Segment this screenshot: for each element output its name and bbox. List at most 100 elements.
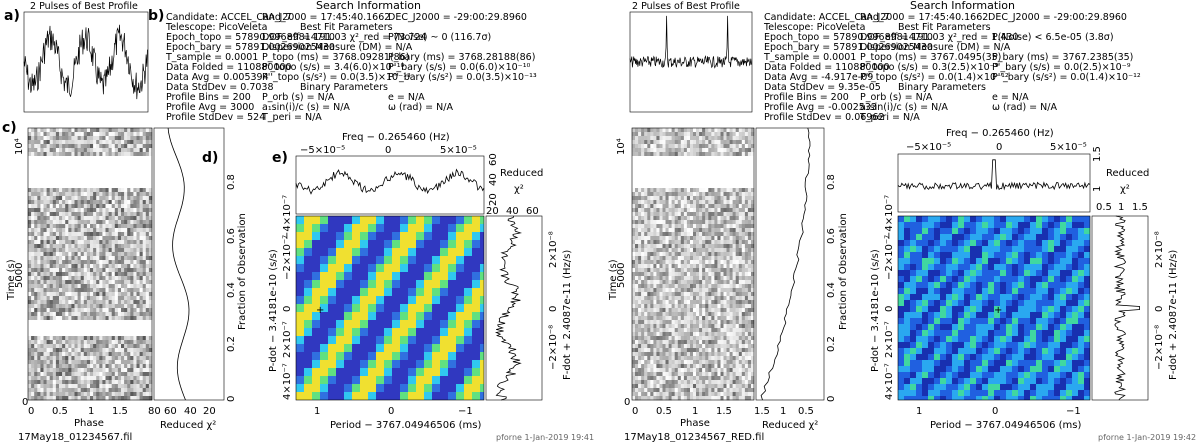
subint-cell bbox=[121, 396, 125, 401]
subint-cell bbox=[55, 160, 60, 165]
subint-cell bbox=[77, 136, 81, 141]
subint-cell bbox=[142, 236, 147, 241]
subint-cell bbox=[726, 140, 730, 145]
subint-cell bbox=[31, 384, 35, 389]
subint-cell bbox=[635, 188, 639, 193]
subint-cell bbox=[96, 396, 100, 401]
ppdot-cell bbox=[432, 376, 440, 384]
subint-cell bbox=[693, 148, 697, 153]
subint-cell bbox=[145, 148, 150, 153]
subint-cell bbox=[102, 320, 106, 325]
subint-cell bbox=[99, 216, 103, 221]
subint-cell bbox=[28, 236, 32, 241]
subint-cell bbox=[668, 256, 672, 261]
subint-cell bbox=[71, 312, 75, 317]
subint-cell bbox=[62, 264, 66, 269]
subint-cell bbox=[133, 348, 137, 353]
subint-cell bbox=[102, 296, 106, 301]
subint-cell bbox=[121, 192, 125, 197]
subint-cell bbox=[93, 232, 97, 237]
subint-cell bbox=[40, 332, 44, 337]
subint-cell bbox=[68, 276, 72, 281]
subint-cell bbox=[62, 256, 66, 261]
subint-cell bbox=[680, 180, 685, 185]
subint-cell bbox=[699, 128, 703, 133]
subint-cell bbox=[148, 300, 153, 305]
subint-cell bbox=[139, 308, 143, 313]
subint-cell bbox=[130, 316, 134, 321]
subint-cell bbox=[49, 272, 54, 277]
ppdot-cell bbox=[408, 384, 416, 392]
subint-cell bbox=[55, 208, 60, 213]
ppdot-cell bbox=[368, 344, 376, 352]
ppdot-cell bbox=[472, 360, 480, 368]
subint-cell bbox=[90, 220, 94, 225]
subint-cell bbox=[711, 148, 715, 153]
subint-cell bbox=[142, 256, 147, 261]
subint-cell bbox=[659, 156, 663, 161]
subint-cell bbox=[49, 292, 54, 297]
subint-cell bbox=[127, 132, 131, 137]
subint-cell bbox=[62, 288, 66, 293]
ppdot-cell bbox=[464, 288, 472, 296]
subint-cell bbox=[647, 272, 651, 277]
subint-cell bbox=[145, 212, 150, 217]
subint-cell bbox=[31, 196, 35, 201]
subint-cell bbox=[693, 276, 697, 281]
subint-cell bbox=[148, 136, 153, 141]
ppdot-cell bbox=[312, 328, 320, 336]
left-top-tick3: 5×10⁻⁵ bbox=[440, 145, 477, 156]
subint-cell bbox=[37, 296, 41, 301]
right-cand-line: Data Avg = -4.917e-09 bbox=[764, 72, 873, 83]
subint-cell bbox=[693, 136, 697, 141]
subint-cell bbox=[96, 304, 100, 309]
ppdot-cell bbox=[480, 216, 484, 224]
ppdot-cell bbox=[440, 376, 448, 384]
subint-cell bbox=[729, 280, 733, 285]
subint-cell bbox=[65, 196, 69, 201]
subint-cell bbox=[744, 244, 749, 249]
subint-cell bbox=[644, 200, 648, 205]
subint-cell bbox=[632, 256, 636, 261]
subint-cell bbox=[751, 236, 755, 241]
subint-cell bbox=[105, 296, 109, 301]
subint-cell bbox=[680, 260, 685, 265]
subint-cell bbox=[693, 208, 697, 213]
subint-cell bbox=[117, 140, 122, 145]
subint-cell bbox=[665, 268, 669, 273]
subint-cell bbox=[130, 384, 134, 389]
subint-cell bbox=[665, 164, 669, 169]
subint-cell bbox=[741, 276, 746, 281]
subint-cell bbox=[52, 192, 57, 197]
subint-cell bbox=[142, 288, 147, 293]
subint-cell bbox=[145, 308, 150, 313]
subint-cell bbox=[738, 252, 743, 257]
subint-cell bbox=[65, 304, 69, 309]
subint-cell bbox=[31, 372, 35, 377]
subint-cell bbox=[99, 352, 103, 357]
subint-cell bbox=[744, 280, 749, 285]
subint-cell bbox=[77, 384, 81, 389]
subint-cell bbox=[635, 128, 639, 133]
subint-cell bbox=[121, 128, 125, 133]
subint-cell bbox=[127, 248, 131, 253]
subint-cell bbox=[136, 308, 140, 313]
ppdot-cell bbox=[368, 336, 376, 344]
ppdot-cell bbox=[384, 360, 392, 368]
subint-cell bbox=[650, 184, 654, 189]
subint-cell bbox=[114, 364, 119, 369]
subint-cell bbox=[130, 236, 134, 241]
subint-cell bbox=[723, 268, 727, 273]
subint-cell bbox=[632, 268, 636, 273]
subint-cell bbox=[121, 252, 125, 257]
right-cand-line: Profile Avg = -0.002533 bbox=[764, 102, 877, 113]
subint-cell bbox=[105, 200, 109, 205]
left-cr-40: 40 bbox=[506, 206, 519, 217]
subint-cell bbox=[114, 312, 119, 317]
left-profile-line bbox=[23, 24, 148, 100]
subint-cell bbox=[635, 176, 639, 181]
subint-cell bbox=[46, 280, 50, 285]
subint-cell bbox=[117, 288, 122, 293]
ppdot-cell bbox=[384, 304, 392, 312]
subint-cell bbox=[77, 128, 81, 133]
